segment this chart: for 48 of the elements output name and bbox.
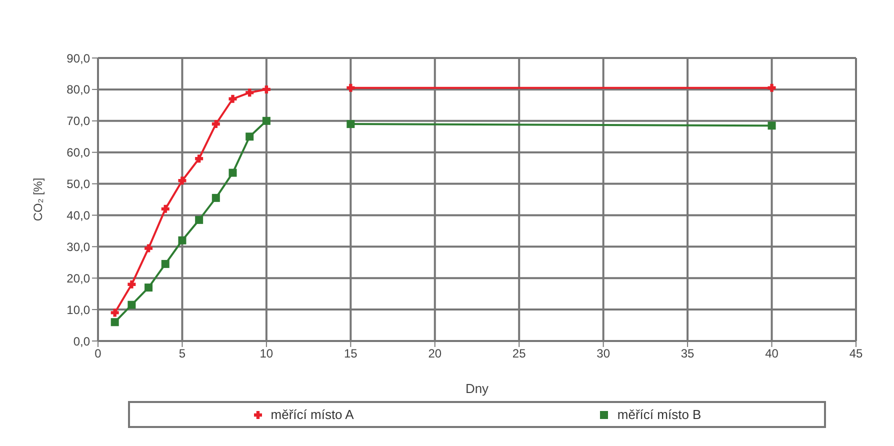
point — [195, 216, 204, 224]
x-tick-label: 0 — [94, 346, 102, 361]
point — [144, 284, 153, 292]
x-tick-label: 30 — [596, 346, 610, 361]
y-axis-title: CO₂ [%] — [31, 178, 45, 222]
y-tick-label: 20,0 — [66, 271, 90, 286]
x-tick-label: 25 — [512, 346, 526, 361]
point — [195, 154, 204, 163]
x-tick-label: 5 — [178, 346, 186, 361]
y-tick-label: 10,0 — [66, 302, 90, 317]
point — [768, 122, 776, 130]
legend-label: měřící místo A — [270, 407, 354, 422]
point — [228, 94, 237, 103]
y-tick-label: 50,0 — [66, 177, 90, 192]
point — [212, 194, 220, 202]
point — [262, 85, 270, 94]
point — [110, 308, 119, 317]
y-tick-label: 80,0 — [66, 82, 90, 97]
y-tick-label: 90,0 — [66, 51, 90, 66]
y-tick-label: 70,0 — [66, 114, 90, 128]
point — [346, 120, 355, 128]
y-tick-label: 60,0 — [66, 146, 90, 160]
x-tick-label: 15 — [344, 346, 358, 361]
point — [346, 84, 355, 92]
x-tick-label: 35 — [680, 346, 695, 361]
point — [262, 116, 270, 125]
x-tick-label: 45 — [849, 346, 863, 361]
point — [228, 168, 237, 177]
point — [128, 280, 136, 288]
point — [178, 176, 186, 185]
y-tick-label: 40,0 — [66, 208, 90, 222]
point — [768, 84, 776, 92]
y-tick-label: 0,0 — [73, 334, 90, 348]
point — [178, 236, 186, 244]
point — [110, 318, 119, 326]
point — [246, 132, 254, 141]
x-axis-title: Dny — [465, 381, 490, 396]
point — [144, 244, 153, 252]
legend-label: měřící místo B — [616, 407, 702, 422]
y-tick-label: 30,0 — [66, 240, 90, 254]
point — [246, 88, 254, 97]
point — [161, 260, 170, 268]
point — [128, 300, 136, 309]
x-tick-label: 40 — [765, 346, 779, 361]
point — [161, 204, 170, 213]
point — [212, 120, 220, 128]
x-tick-label: 20 — [428, 346, 442, 361]
x-tick-label: 10 — [260, 346, 274, 361]
